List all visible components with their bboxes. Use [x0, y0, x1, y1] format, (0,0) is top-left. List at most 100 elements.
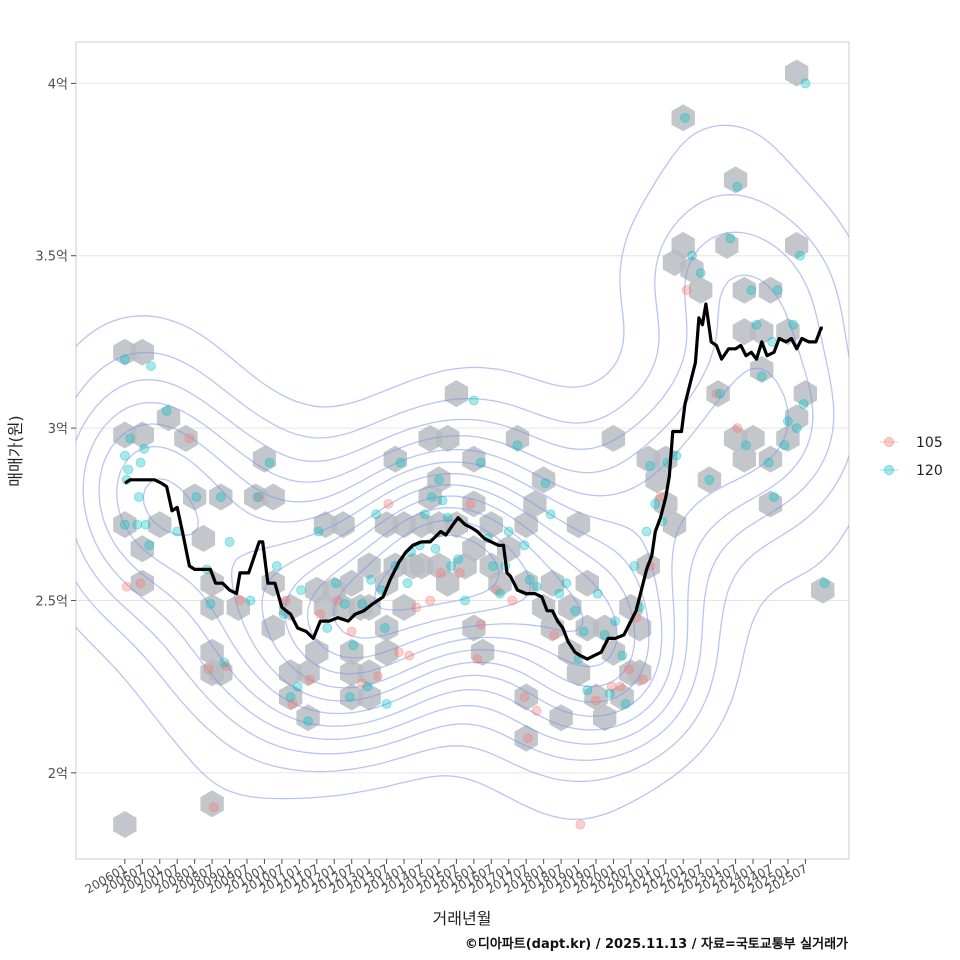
point-120 [453, 554, 464, 564]
hex-bin [514, 683, 538, 711]
point-105 [435, 568, 446, 578]
point-120 [379, 623, 390, 633]
point-105 [121, 581, 132, 592]
point-105 [475, 619, 486, 630]
hex-bin [462, 490, 486, 518]
point-105 [287, 699, 298, 709]
hex-bin [715, 231, 739, 259]
hex-bin [462, 535, 486, 563]
point-105 [404, 650, 415, 661]
point-120 [788, 319, 799, 330]
point-120 [120, 354, 130, 365]
hex-bin [593, 704, 617, 732]
hex-bin [148, 511, 172, 539]
point-120 [800, 78, 811, 89]
point-120 [468, 395, 479, 406]
point-120 [322, 623, 333, 633]
hex-bin [436, 424, 460, 452]
hex-bin [575, 569, 599, 597]
hex-bin [200, 638, 224, 666]
point-120 [610, 616, 621, 626]
legend-item-105[interactable]: 105 [880, 435, 943, 451]
hex-bin [593, 614, 617, 642]
hex-bin [505, 424, 530, 452]
point-120 [570, 605, 580, 616]
point-120 [252, 492, 263, 502]
hex-bin [200, 569, 224, 597]
hex-bin [374, 638, 399, 666]
hex-bin [697, 466, 722, 494]
point-105 [732, 423, 743, 434]
point-105 [425, 595, 436, 606]
point-120 [582, 685, 593, 695]
point-120 [531, 581, 542, 592]
point-120 [303, 716, 314, 726]
hex-bin [340, 569, 364, 597]
moving-average-line [124, 302, 823, 661]
point-120 [503, 526, 514, 537]
legend-item-120[interactable]: 120 [880, 463, 943, 479]
hex-bin [357, 659, 381, 687]
point-120 [446, 561, 457, 571]
y-axis-title: 매매가(원) [6, 415, 25, 486]
point-105 [383, 498, 394, 509]
hex-bin [601, 424, 626, 452]
point-120 [144, 540, 155, 551]
point-105 [372, 671, 383, 682]
point-120 [433, 474, 444, 485]
point-120 [819, 578, 830, 589]
point-105 [411, 602, 422, 613]
point-105 [615, 681, 626, 692]
point-105 [235, 595, 245, 606]
moving-average-layer [124, 302, 823, 661]
point-120 [135, 457, 146, 468]
point-120 [783, 416, 793, 427]
y-tick-label: 3억 [48, 422, 68, 437]
point-105 [711, 388, 722, 399]
point-120 [271, 561, 282, 571]
point-105 [357, 678, 368, 689]
hex-bin [584, 683, 608, 711]
hex-bin [627, 659, 652, 687]
point-120 [495, 588, 505, 599]
point-105 [135, 578, 146, 589]
point-120 [475, 457, 486, 468]
point-105 [472, 654, 483, 664]
point-120 [592, 588, 603, 599]
hex-bin [723, 166, 748, 194]
hex-bin [305, 638, 329, 666]
hex-bin [113, 811, 137, 838]
hex-bin [549, 704, 573, 732]
hex-bin [732, 445, 756, 473]
hex-bin [645, 466, 669, 494]
point-105 [332, 595, 343, 606]
legend-label-120: 120 [916, 463, 943, 479]
point-120 [779, 440, 790, 451]
hex-bin [200, 790, 224, 818]
point-120 [313, 526, 324, 537]
point-120 [751, 319, 762, 330]
point-120 [512, 440, 523, 451]
hex-bin [374, 614, 399, 642]
axis-layer: 2억2.5억3억3.5억4억20060120060720070120070720… [35, 77, 810, 896]
point-120 [715, 388, 725, 399]
hex-bin [741, 424, 765, 452]
hex-bin [811, 576, 835, 604]
point-120 [519, 540, 530, 551]
hex-bin [785, 404, 809, 432]
point-120 [617, 650, 628, 661]
point-105 [254, 492, 265, 502]
source-caption: ©디아파트(dapt.kr) / 2025.11.13 / 자료=국토교통부 실… [464, 937, 848, 952]
point-120 [123, 464, 134, 475]
hex-bin [531, 593, 556, 621]
point-120 [348, 640, 359, 651]
hex-bin [191, 524, 216, 552]
point-120 [331, 578, 341, 589]
point-120 [795, 250, 805, 261]
point-120 [645, 461, 655, 471]
y-tick-label: 4억 [48, 77, 68, 92]
hex-bin [671, 104, 695, 132]
point-120 [427, 492, 437, 502]
point-105 [454, 568, 465, 578]
